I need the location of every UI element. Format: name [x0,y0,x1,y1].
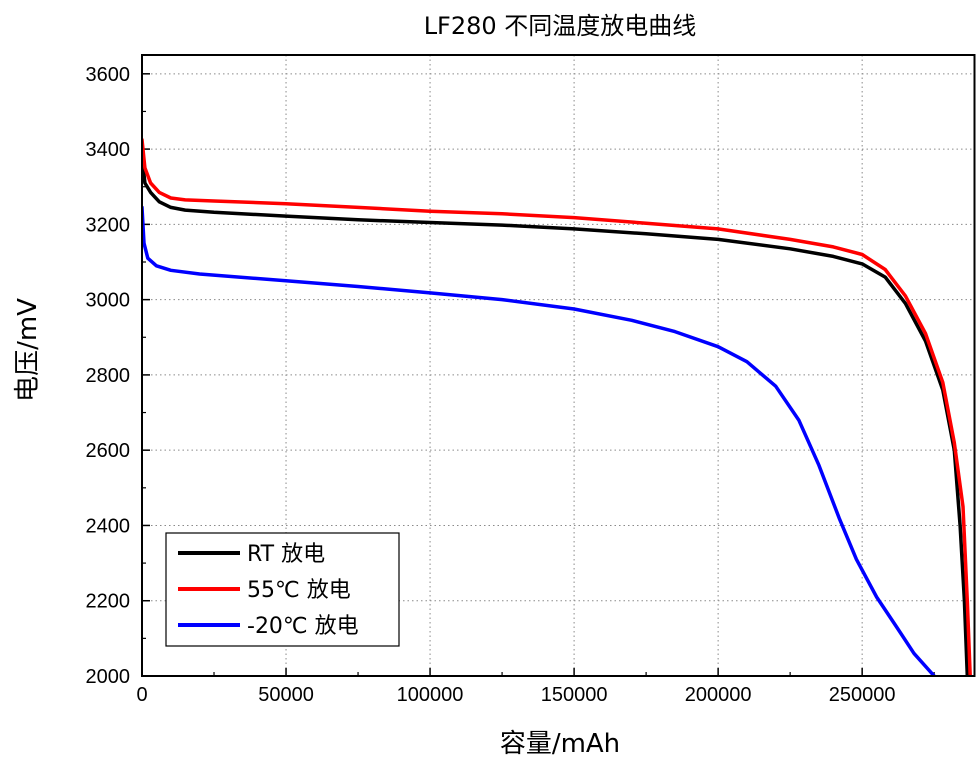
chart-title: LF280 不同温度放电曲线 [424,12,697,40]
series-line-2 [142,205,936,676]
y-tick-label: 2200 [86,591,131,613]
x-axis-title: 容量/mAh [500,729,620,759]
y-tick-label: 3000 [86,290,131,312]
x-tick-label: 150000 [541,684,608,706]
plot-frame [141,54,976,677]
y-tick-label: 3400 [86,139,131,161]
axis-ticks: 0 50000 100000 150000 200000 250000 2000 2200 24… [86,64,935,706]
series-group [142,137,972,676]
grid-lines [142,55,975,676]
y-tick-label: 2000 [86,666,131,688]
x-tick-label: 50000 [258,684,314,706]
legend-label-2: -20℃ 放电 [247,614,359,639]
x-tick-label: 200000 [685,684,752,706]
x-tick-label: 100000 [397,684,464,706]
y-tick-label: 2400 [86,515,131,537]
x-tick-label: 250000 [829,684,896,706]
x-tick-label: 0 [136,684,147,706]
legend: RT 放电 55℃ 放电 -20℃ 放电 [165,532,400,647]
y-tick-label: 3200 [86,214,131,236]
y-axis-title: 电压/mV [13,298,43,402]
y-tick-label: 3600 [86,64,131,86]
legend-label-1: 55℃ 放电 [247,578,351,603]
y-tick-label: 2800 [86,365,131,387]
series-line-1 [142,137,972,676]
y-tick-label: 2600 [86,440,131,462]
legend-label-0: RT 放电 [247,542,325,567]
